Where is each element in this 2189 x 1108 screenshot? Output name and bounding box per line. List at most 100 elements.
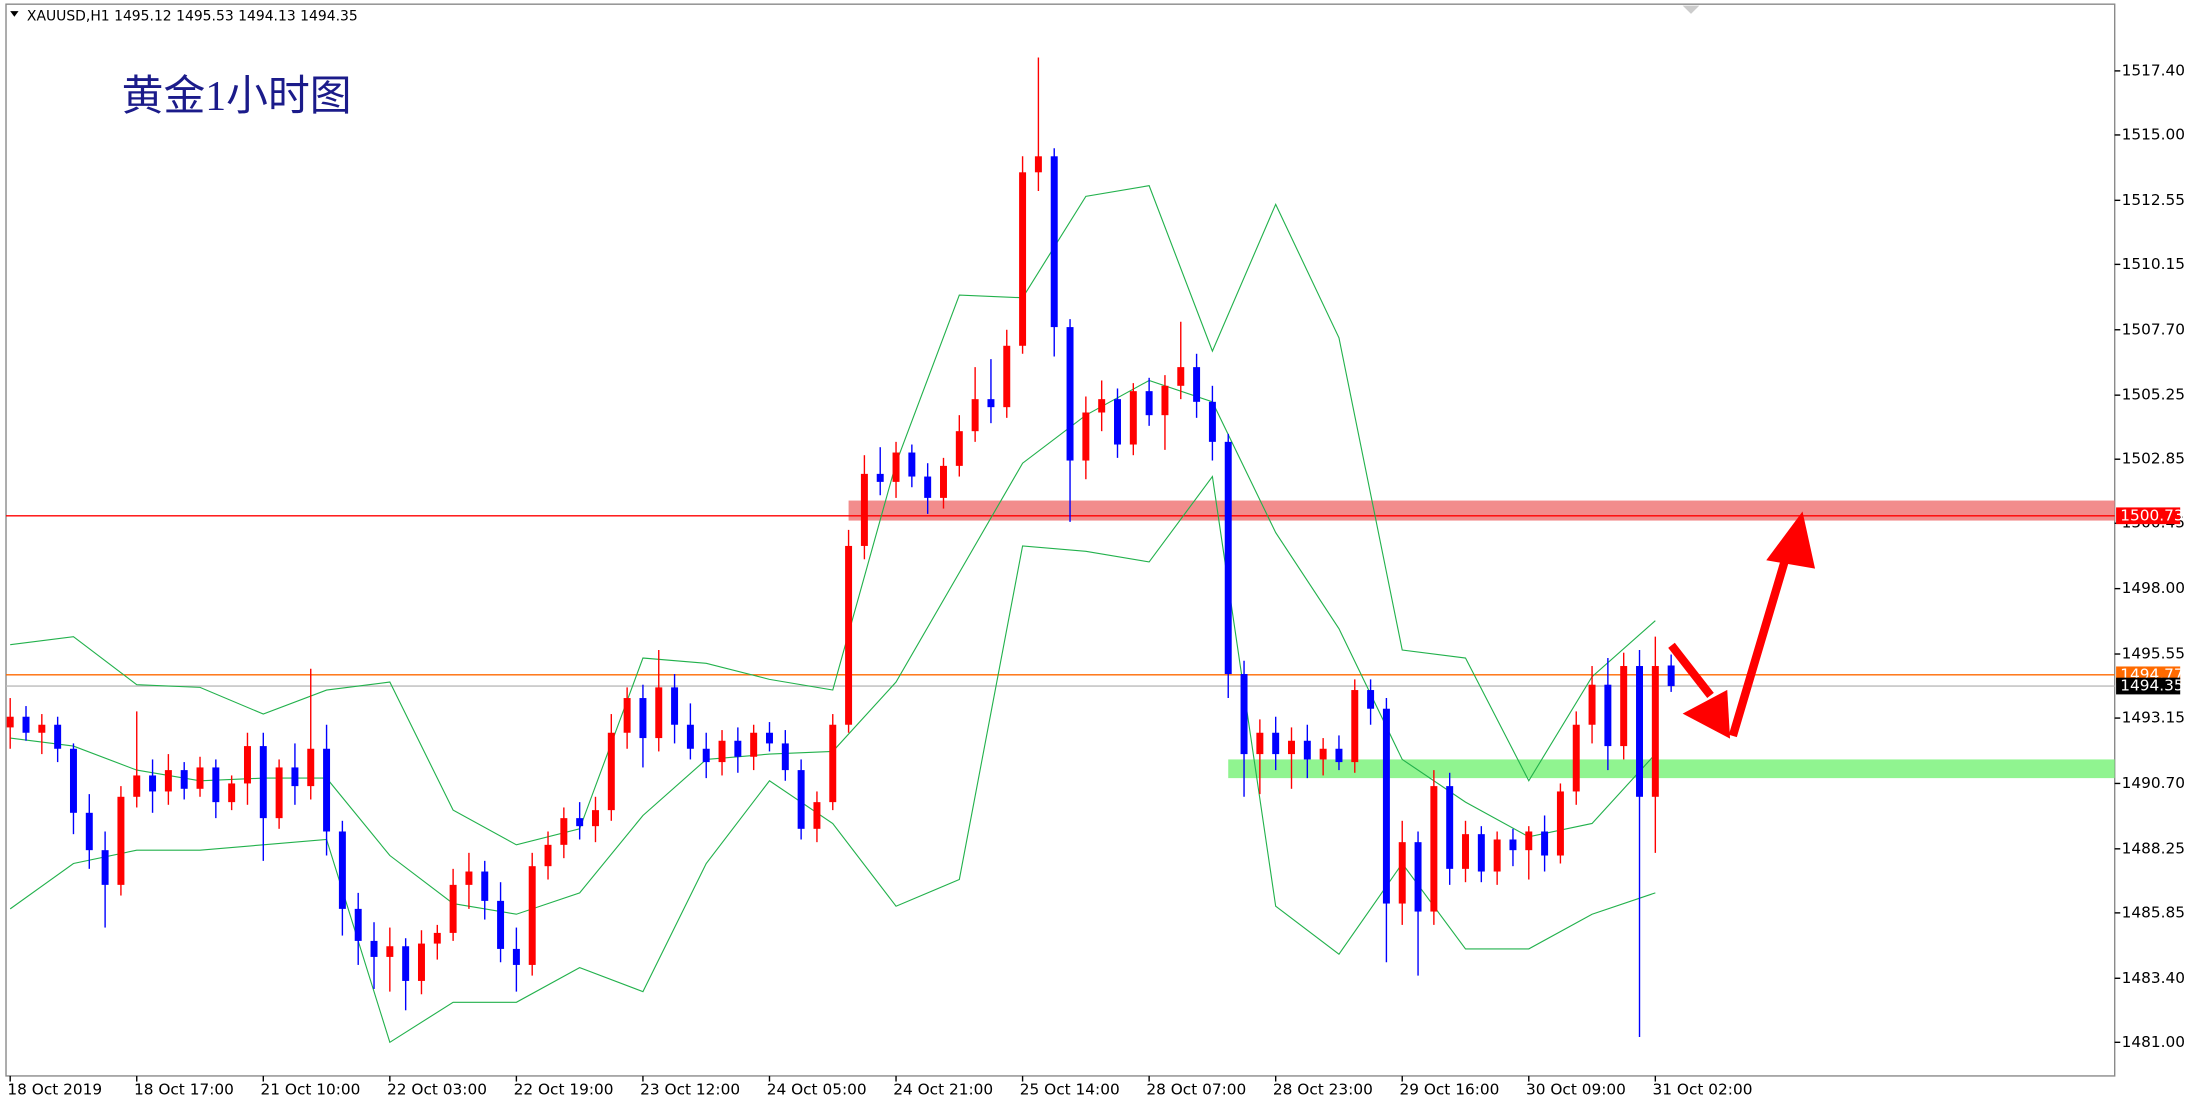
zone	[848, 500, 2115, 521]
candle-body	[243, 746, 251, 784]
candle-body	[133, 775, 141, 797]
candle-body	[1509, 839, 1517, 851]
candle-body	[671, 687, 679, 725]
candle-body	[1066, 327, 1074, 461]
candle-body	[1446, 786, 1454, 869]
candle-body	[1541, 831, 1549, 856]
shift-marker	[1682, 5, 1700, 14]
x-tick-label: 24 Oct 21:00	[893, 1080, 993, 1098]
candle-body	[576, 818, 584, 827]
candle-body	[1019, 172, 1027, 346]
candle-body	[734, 740, 742, 757]
candle-body	[481, 871, 489, 901]
candle-body	[22, 716, 30, 733]
candle-body	[876, 473, 884, 482]
candle-body	[1398, 842, 1406, 904]
annotation: 黄金1小时图	[122, 73, 352, 120]
arrow-shaft	[1728, 556, 1790, 738]
candle-body	[1367, 690, 1375, 709]
candle-body	[69, 748, 77, 813]
candle-body	[623, 698, 631, 733]
candle-body	[1462, 834, 1469, 869]
candle-body	[1082, 412, 1090, 461]
x-tick-label: 22 Oct 03:00	[387, 1080, 487, 1098]
candle-body	[117, 796, 125, 885]
y-tick-label: 1512.55	[2122, 191, 2185, 209]
candle-body	[718, 740, 726, 763]
candle-body	[1224, 441, 1232, 675]
candle-body	[639, 698, 647, 739]
y-tick-label: 1515.00	[2122, 125, 2185, 143]
candle-body	[655, 687, 663, 739]
candle-body	[1193, 367, 1201, 402]
candle-body	[1303, 740, 1311, 760]
candle-body	[1430, 786, 1438, 912]
candle-body	[971, 399, 979, 432]
candle-body	[1288, 740, 1295, 755]
candle-body	[1351, 690, 1359, 763]
x-tick-label: 28 Oct 07:00	[1146, 1080, 1246, 1098]
candle-body	[1604, 684, 1612, 747]
menu-triangle	[10, 11, 19, 17]
y-tick-label: 1481.00	[2122, 1033, 2185, 1051]
candle-body	[560, 818, 568, 845]
candle-body	[38, 724, 46, 733]
y-tick-label: 1488.25	[2122, 839, 2185, 857]
level-label: 1500.73	[2120, 506, 2183, 524]
ohlc-open: 1495.12	[114, 9, 172, 25]
candle-body	[228, 783, 236, 803]
candle-body	[196, 767, 204, 789]
x-tick-label: 24 Oct 05:00	[767, 1080, 867, 1098]
candle-body	[370, 940, 378, 957]
candle-body	[1414, 842, 1422, 912]
candle-body	[766, 732, 773, 744]
candle-body	[149, 775, 157, 792]
x-tick-label: 30 Oct 09:00	[1526, 1080, 1626, 1098]
candle-body	[1256, 732, 1264, 755]
candle-body	[6, 716, 14, 728]
candle-body	[1114, 399, 1121, 445]
symbol: XAUUSD,H1	[27, 9, 110, 25]
x-tick-label: 18 Oct 2019	[7, 1080, 102, 1098]
arrow-shaft	[1668, 642, 1714, 699]
last-price-label: 1494.35	[2120, 677, 2183, 695]
candle-body	[892, 452, 900, 482]
y-tick-label: 1490.70	[2122, 774, 2185, 792]
candle-body	[987, 399, 995, 408]
candle-body	[591, 810, 599, 827]
candle-body	[180, 770, 188, 789]
candle-body	[1477, 834, 1485, 872]
x-tick-label: 28 Oct 23:00	[1273, 1080, 1373, 1098]
plot: 1517.40 1515.00 1512.55 1510.15 1507.70 1505.…	[6, 57, 2185, 1098]
candle-body	[528, 866, 536, 965]
candle-body	[1319, 748, 1327, 760]
candle-body	[1382, 708, 1390, 904]
x-tick-label: 23 Oct 12:00	[640, 1080, 740, 1098]
x-tick-label: 25 Oct 14:00	[1020, 1080, 1120, 1098]
candle-body	[702, 748, 710, 763]
y-tick-label: 1485.85	[2122, 903, 2185, 921]
header: XAUUSD,H1 1495.12 1495.53 1494.13 1494.3…	[27, 9, 358, 25]
candle-body	[1098, 399, 1106, 413]
y-tick-label: 1505.25	[2122, 386, 2185, 404]
x-tick-label: 21 Oct 10:00	[261, 1080, 361, 1098]
candle-body	[101, 850, 109, 885]
candle-body	[544, 844, 552, 867]
candle-body	[860, 473, 868, 546]
candle-body	[1572, 724, 1580, 792]
candle-body	[54, 724, 62, 749]
band-upper	[10, 185, 1656, 846]
candle-body	[1667, 665, 1675, 687]
candle-body	[354, 908, 362, 941]
x-tick-label: 22 Oct 19:00	[514, 1080, 614, 1098]
arrow-down	[1668, 642, 1731, 739]
candle-body	[1556, 791, 1564, 856]
candle-body	[164, 770, 172, 792]
candle-body	[1620, 666, 1628, 747]
candle-body	[940, 465, 947, 498]
last-price-label-box	[2116, 677, 2181, 695]
ohlc-low: 1494.13	[238, 9, 296, 25]
candle-body	[512, 948, 520, 965]
